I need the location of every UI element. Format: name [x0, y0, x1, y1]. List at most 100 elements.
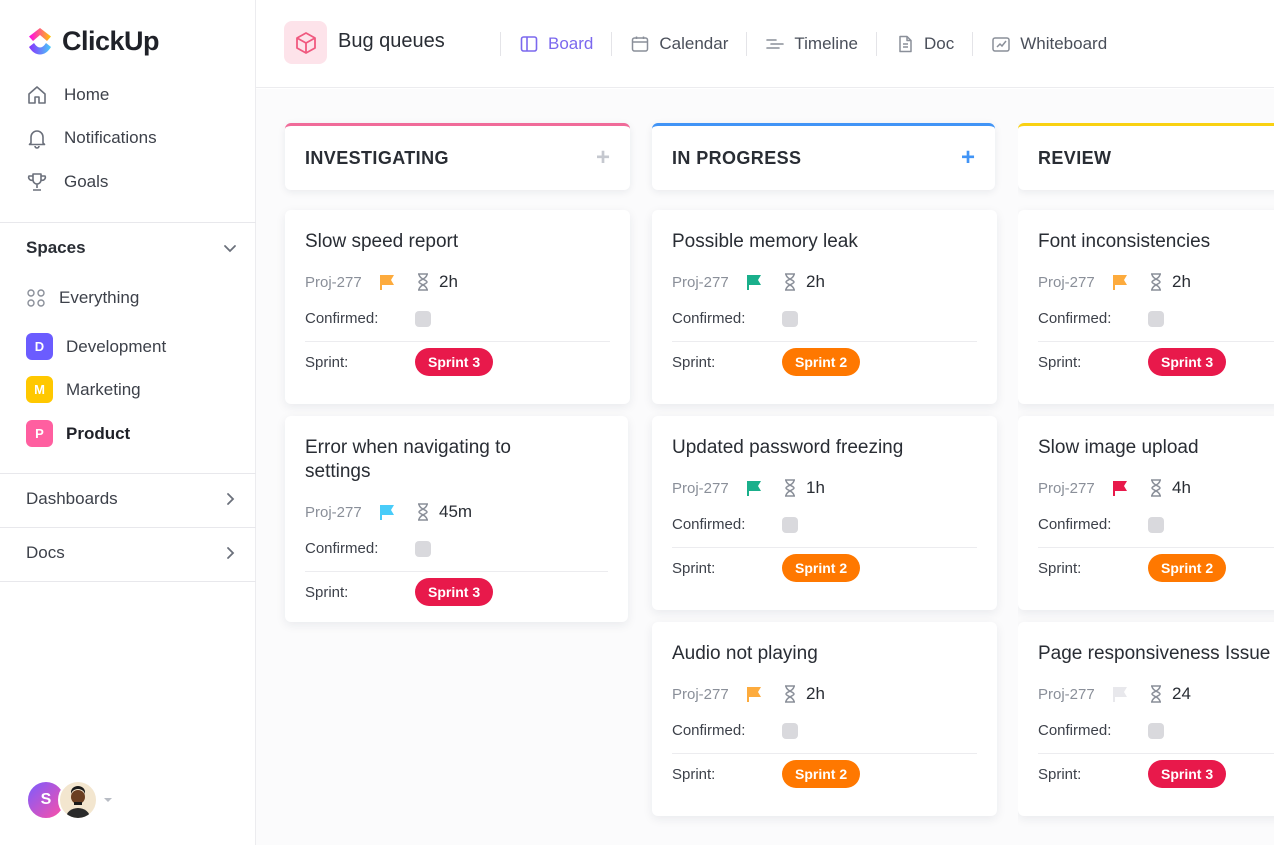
sprint-badge[interactable]: Sprint 3	[415, 578, 494, 606]
task-meta: Proj-277 24	[1038, 684, 1274, 704]
cube-icon	[295, 31, 316, 54]
task-id: Proj-277	[1038, 273, 1095, 291]
user-menu[interactable]: S	[26, 780, 114, 820]
confirmed-checkbox[interactable]	[1148, 310, 1164, 327]
tab-whiteboard[interactable]: Whiteboard	[991, 34, 1107, 54]
priority-flag-icon[interactable]	[377, 503, 397, 521]
sidebar-divider	[0, 527, 256, 528]
confirmed-row: Confirmed:	[305, 306, 610, 342]
confirmed-label: Confirmed:	[1038, 722, 1112, 739]
confirmed-row: Confirmed:	[672, 512, 977, 548]
sprint-badge[interactable]: Sprint 2	[782, 554, 861, 582]
task-id: Proj-277	[672, 479, 729, 497]
chevron-down-icon[interactable]	[222, 240, 238, 256]
sidebar-divider	[0, 473, 256, 474]
task-card[interactable]: Page responsiveness Issue Proj-277 24 Co…	[1018, 622, 1274, 816]
column-title: INVESTIGATING	[305, 147, 449, 168]
task-title: Slow image upload	[1038, 437, 1199, 458]
dashboards-section[interactable]: Dashboards	[26, 489, 238, 509]
task-title: Error when navigating to settings	[305, 437, 511, 482]
confirmed-checkbox[interactable]	[1148, 516, 1164, 533]
time-estimate: 2h	[806, 684, 825, 703]
tab-board[interactable]: Board	[519, 34, 593, 54]
task-id: Proj-277	[672, 273, 729, 291]
page-title: Bug queues	[338, 30, 445, 52]
tab-doc[interactable]: Doc	[895, 34, 954, 54]
task-card[interactable]: Font inconsistencies Proj-277 2h Confirm…	[1018, 210, 1274, 404]
space-label: Marketing	[66, 379, 141, 399]
tab-calendar[interactable]: Calendar	[630, 34, 728, 54]
confirmed-label: Confirmed:	[672, 722, 746, 739]
tab-timeline[interactable]: Timeline	[765, 34, 858, 54]
nav-home[interactable]: Home	[26, 84, 109, 106]
spaces-header[interactable]: Spaces	[26, 238, 238, 258]
task-title: Audio not playing	[672, 643, 818, 664]
sprint-badge[interactable]: Sprint 3	[1148, 348, 1227, 376]
sprint-badge[interactable]: Sprint 3	[415, 348, 494, 376]
confirmed-checkbox[interactable]	[782, 310, 798, 327]
add-task-icon[interactable]: +	[960, 144, 975, 171]
nav-notifications-label: Notifications	[64, 128, 157, 147]
nav-notifications[interactable]: Notifications	[26, 127, 157, 149]
docs-section[interactable]: Docs	[26, 543, 238, 563]
caret-down-icon[interactable]	[102, 794, 114, 806]
priority-flag-icon[interactable]	[744, 479, 764, 497]
sidebar-divider	[0, 222, 256, 223]
task-meta: Proj-277 2h	[672, 272, 977, 292]
task-meta: Proj-277 2h	[305, 272, 610, 292]
confirmed-checkbox[interactable]	[415, 310, 431, 327]
nav-home-label: Home	[64, 85, 110, 104]
tab-label: Board	[548, 34, 594, 53]
task-id: Proj-277	[1038, 685, 1095, 703]
profile-photo-avatar[interactable]	[58, 780, 98, 820]
confirmed-row: Confirmed:	[1038, 718, 1274, 754]
column-title: IN PROGRESS	[672, 147, 802, 168]
task-card[interactable]: Possible memory leak Proj-277 2h Confirm…	[652, 210, 997, 404]
sprint-badge[interactable]: Sprint 2	[1148, 554, 1227, 582]
column-title: REVIEW	[1038, 147, 1112, 168]
task-card[interactable]: Error when navigating to settings Proj-2…	[285, 416, 628, 622]
confirmed-label: Confirmed:	[1038, 310, 1112, 327]
priority-flag-icon[interactable]	[1110, 685, 1130, 703]
person-photo-icon	[66, 786, 90, 818]
confirmed-row: Confirmed:	[672, 718, 977, 754]
space-everything[interactable]: Everything	[26, 288, 139, 308]
priority-flag-icon[interactable]	[1110, 479, 1130, 497]
confirmed-row: Confirmed:	[1038, 306, 1274, 342]
clickup-logo-icon	[29, 27, 51, 54]
space-product[interactable]: P Product	[26, 420, 130, 447]
column-header: IN PROGRESS +	[652, 123, 995, 190]
tab-separator	[875, 32, 877, 56]
task-card[interactable]: Audio not playing Proj-277 2h Confirmed:…	[652, 622, 997, 816]
sprint-badge[interactable]: Sprint 2	[782, 348, 861, 376]
sprint-badge[interactable]: Sprint 3	[1148, 760, 1227, 788]
priority-flag-icon[interactable]	[744, 685, 764, 703]
clickup-logo[interactable]: ClickUp	[26, 26, 160, 57]
sprint-badge[interactable]: Sprint 2	[782, 760, 861, 788]
confirmed-checkbox[interactable]	[415, 540, 431, 557]
confirmed-checkbox[interactable]	[782, 722, 798, 739]
tab-separator	[611, 32, 613, 56]
priority-flag-icon[interactable]	[744, 273, 764, 291]
priority-flag-icon[interactable]	[377, 273, 397, 291]
task-card[interactable]: Slow image upload Proj-277 4h Confirmed:…	[1018, 416, 1274, 610]
hourglass-icon	[1151, 685, 1161, 703]
nav-goals[interactable]: Goals	[26, 171, 108, 193]
sprint-label: Sprint:	[672, 353, 716, 371]
task-card[interactable]: Slow speed report Proj-277 2h Confirmed:…	[285, 210, 630, 404]
sprint-label: Sprint:	[1038, 353, 1082, 371]
task-id: Proj-277	[305, 273, 362, 291]
confirmed-checkbox[interactable]	[782, 516, 798, 533]
calendar-icon	[632, 36, 649, 52]
task-meta: Proj-277 1h	[672, 478, 977, 498]
sidebar-divider	[0, 581, 256, 582]
priority-flag-icon[interactable]	[1110, 273, 1130, 291]
task-meta: Proj-277 2h	[1038, 272, 1274, 292]
hourglass-icon	[1151, 479, 1161, 497]
task-card[interactable]: Updated password freezing Proj-277 1h Co…	[652, 416, 997, 610]
confirmed-checkbox[interactable]	[1148, 722, 1164, 739]
space-marketing[interactable]: M Marketing	[26, 376, 141, 403]
task-title: Font inconsistencies	[1038, 231, 1211, 252]
add-task-icon[interactable]: +	[595, 144, 610, 171]
space-development[interactable]: D Development	[26, 333, 166, 360]
